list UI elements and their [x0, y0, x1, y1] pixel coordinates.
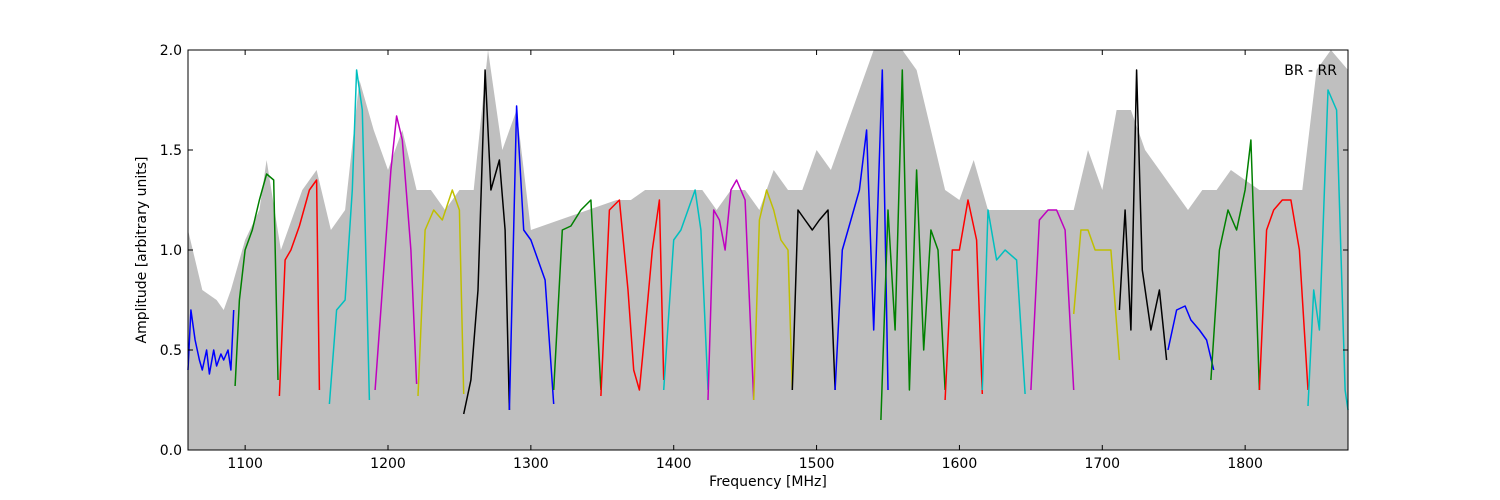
- series-line-8: [552, 199, 602, 391]
- series-line-14: [834, 69, 889, 391]
- series-line-2: [278, 179, 321, 397]
- x-tick-label: 1100: [227, 456, 263, 472]
- series-line-23: [1258, 199, 1309, 391]
- x-axis-ticks: 1100 1200 1300 1400 1500 1600 1700 1800: [227, 50, 1263, 472]
- series-line-6: [462, 69, 511, 415]
- series-line-5: [417, 189, 465, 397]
- series-line-9: [600, 199, 665, 397]
- series-line-16: [944, 199, 984, 401]
- x-tick-label: 1200: [370, 456, 406, 472]
- y-tick-label: 2.0: [160, 43, 182, 59]
- series-line-24: [1307, 89, 1349, 411]
- series-line-15: [880, 69, 946, 421]
- background-envelope: [188, 50, 1348, 450]
- series-line-1: [234, 173, 279, 387]
- series-line-19: [1072, 229, 1121, 361]
- y-tick-label: 0.0: [160, 443, 182, 459]
- series-line-0: [187, 309, 235, 375]
- panel-annotation: BR - RR: [1284, 63, 1337, 79]
- series-line-21: [1167, 305, 1215, 371]
- series-line-18: [1030, 209, 1075, 391]
- series-line-13: [791, 209, 836, 391]
- y-tick-label: 0.5: [160, 343, 182, 359]
- x-tick-label: 1600: [942, 456, 978, 472]
- y-tick-label: 1.5: [160, 143, 182, 159]
- series-line-10: [662, 189, 709, 391]
- x-tick-label: 1800: [1227, 456, 1263, 472]
- series-line-3: [328, 69, 371, 405]
- series-line-22: [1210, 139, 1261, 391]
- y-axis-label: Amplitude [arbitrary units]: [134, 157, 150, 344]
- x-axis-label: Frequency [MHz]: [709, 474, 827, 490]
- x-tick-label: 1300: [513, 456, 549, 472]
- series-line-20: [1118, 69, 1168, 361]
- series-line-7: [508, 105, 555, 411]
- y-axis-ticks: 0.0 0.5 1.0 1.5 2.0: [160, 43, 1348, 459]
- series-group: [187, 69, 1349, 421]
- series-line-17: [981, 209, 1026, 395]
- y-tick-label: 1.0: [160, 243, 182, 259]
- background-envelope-area: [188, 50, 1348, 450]
- series-line-12: [752, 189, 794, 401]
- x-tick-label: 1400: [656, 456, 692, 472]
- series-line-11: [707, 179, 755, 401]
- series-line-4: [374, 115, 418, 391]
- x-tick-label: 1700: [1084, 456, 1120, 472]
- x-tick-label: 1500: [799, 456, 835, 472]
